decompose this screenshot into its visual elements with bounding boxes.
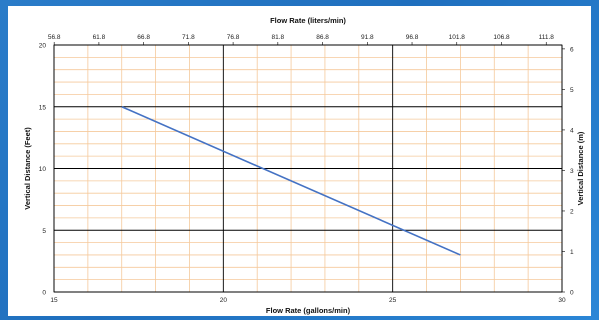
plot-frame [53,44,563,293]
x-top-tick-label: 61.8 [93,34,106,41]
y-left-tick-label: 5 [42,228,46,235]
right-axis-title: Vertical Distance (m) [576,131,585,205]
y-left-tick-label: 10 [39,166,47,173]
y-right-tick-label: 0 [570,290,574,297]
left-axis-title: Vertical Distance (Feet) [23,127,32,210]
x-top-tick-label: 86.8 [316,34,329,41]
y-right-tick-label: 5 [570,87,574,94]
x-top-tick-label: 106.8 [493,34,510,41]
x-bottom-tick-label: 15 [50,297,58,304]
series-group [121,106,461,256]
bottom-axis-title: Flow Rate (gallons/min) [266,306,351,315]
y-right-tick-label: 2 [570,208,574,215]
y-left-tick-label: 20 [39,43,47,50]
y-right-tick-label: 1 [570,249,574,256]
x-top-tick-label: 101.8 [449,34,466,41]
x-top-tick-label: 66.8 [137,34,150,41]
x-bottom-tick-label: 25 [389,297,397,304]
minor-grid [54,45,562,292]
x-top-tick-label: 111.8 [539,34,555,41]
x-top-tick-label: 81.8 [272,34,285,41]
x-top-tick-label: 91.8 [361,34,374,41]
y-right-tick-label: 4 [570,127,574,134]
x-bottom-tick-label: 20 [220,297,228,304]
series-line [121,106,461,256]
x-top-tick-label: 56.8 [48,34,61,41]
x-top-tick-label: 76.8 [227,34,240,41]
y-left-tick-label: 15 [39,104,47,111]
x-top-tick-label: 96.8 [406,34,419,41]
y-right-tick-label: 3 [570,168,574,175]
y-right-tick-label: 6 [570,46,574,53]
x-bottom-tick-label: 30 [558,297,566,304]
chart-panel: 15 20 25 30 0 5 10 15 20 56.8 61.8 66.8 71.8 76.8 81.8… [8,6,591,316]
y-left-tick-label: 0 [42,290,46,297]
top-axis-title: Flow Rate (liters/min) [270,16,346,25]
x-top-tick-label: 71.8 [182,34,195,41]
